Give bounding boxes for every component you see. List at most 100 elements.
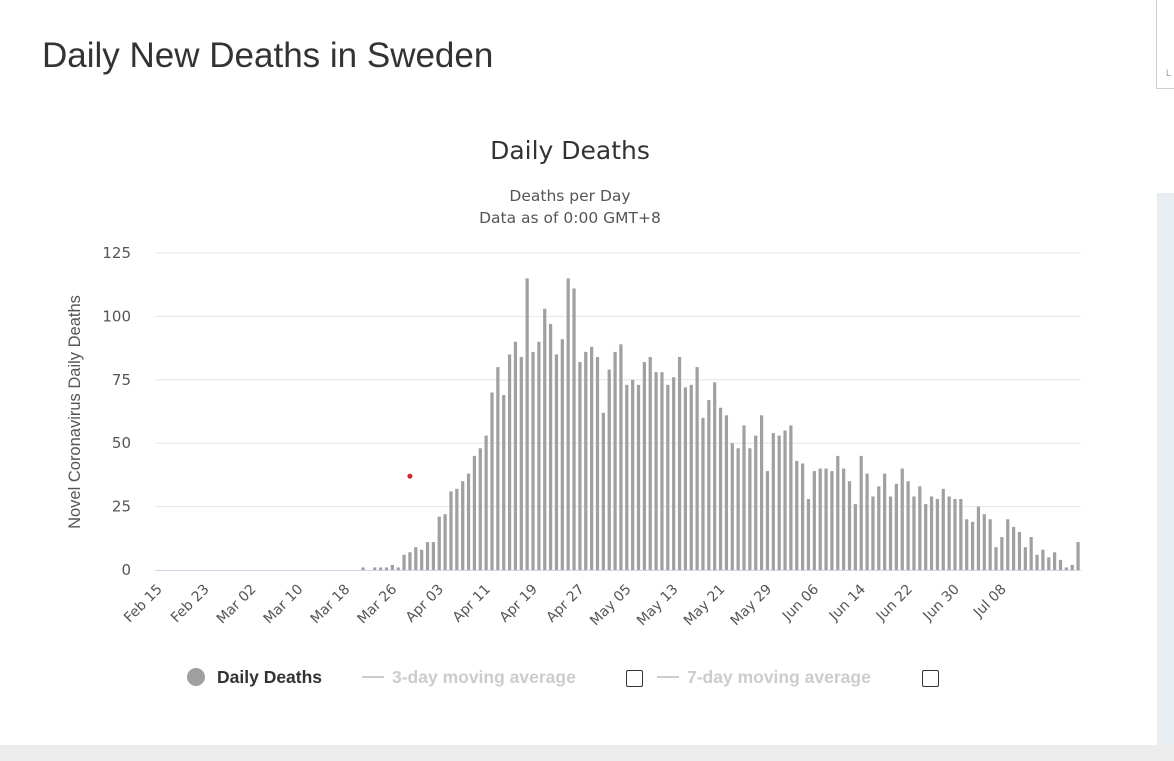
bar[interactable]: [496, 367, 500, 570]
bar[interactable]: [601, 412, 605, 570]
bar[interactable]: [531, 351, 535, 570]
bar[interactable]: [830, 471, 834, 570]
bar[interactable]: [842, 468, 846, 570]
bar[interactable]: [443, 514, 447, 570]
bar[interactable]: [888, 496, 893, 570]
bar[interactable]: [976, 506, 981, 570]
bar[interactable]: [507, 354, 512, 570]
bar[interactable]: [554, 354, 559, 570]
bar[interactable]: [994, 547, 998, 570]
bar[interactable]: [806, 498, 811, 570]
bar[interactable]: [677, 356, 682, 570]
bar[interactable]: [390, 564, 394, 570]
bar[interactable]: [619, 344, 623, 570]
bar[interactable]: [1064, 567, 1068, 570]
bar[interactable]: [801, 463, 805, 570]
bar[interactable]: [941, 488, 945, 570]
bar[interactable]: [660, 372, 664, 570]
bar[interactable]: [379, 567, 383, 570]
bar[interactable]: [695, 367, 699, 570]
bar[interactable]: [402, 554, 406, 570]
bar[interactable]: [853, 504, 857, 570]
bar[interactable]: [466, 473, 471, 570]
bar[interactable]: [783, 430, 787, 570]
bar[interactable]: [525, 278, 529, 570]
bar[interactable]: [1041, 549, 1045, 570]
bar[interactable]: [1070, 564, 1074, 570]
bar[interactable]: [1000, 537, 1004, 570]
bar[interactable]: [865, 473, 869, 570]
bar[interactable]: [361, 567, 365, 570]
checkbox-7day-average[interactable]: [922, 670, 939, 687]
bar[interactable]: [590, 346, 594, 570]
bar[interactable]: [988, 519, 992, 570]
bar[interactable]: [900, 468, 904, 570]
bar[interactable]: [537, 341, 541, 570]
bar[interactable]: [666, 384, 670, 570]
bar[interactable]: [455, 488, 459, 570]
bar[interactable]: [572, 288, 576, 571]
bar[interactable]: [648, 356, 652, 570]
bar[interactable]: [566, 278, 570, 570]
bar[interactable]: [754, 435, 758, 570]
bar[interactable]: [560, 339, 564, 570]
bar[interactable]: [713, 382, 717, 570]
bar[interactable]: [836, 455, 840, 570]
bar[interactable]: [408, 552, 412, 570]
bar[interactable]: [894, 483, 898, 570]
bar[interactable]: [1017, 531, 1022, 570]
bar[interactable]: [654, 372, 658, 570]
bar[interactable]: [883, 473, 887, 570]
checkbox-3day-average[interactable]: [626, 670, 643, 687]
bar[interactable]: [437, 516, 441, 570]
bar[interactable]: [724, 415, 729, 570]
bar[interactable]: [953, 498, 957, 570]
bar[interactable]: [631, 379, 635, 570]
bar[interactable]: [642, 362, 646, 570]
bar[interactable]: [502, 395, 506, 570]
bar[interactable]: [818, 468, 822, 570]
bar[interactable]: [912, 496, 916, 570]
bar[interactable]: [935, 498, 940, 570]
bar[interactable]: [871, 496, 875, 570]
bar[interactable]: [373, 567, 377, 570]
bar[interactable]: [906, 481, 910, 570]
bar[interactable]: [1058, 559, 1063, 570]
bar[interactable]: [718, 407, 723, 570]
bar[interactable]: [1011, 526, 1016, 570]
bar[interactable]: [595, 356, 600, 570]
legend-7day-average[interactable]: 7-day moving average: [657, 662, 871, 692]
bar[interactable]: [519, 356, 523, 570]
bar[interactable]: [1023, 547, 1027, 570]
bar[interactable]: [742, 425, 746, 570]
bar[interactable]: [824, 468, 828, 570]
bar[interactable]: [461, 481, 465, 570]
bar[interactable]: [543, 308, 547, 570]
bar[interactable]: [918, 486, 922, 570]
bar[interactable]: [414, 547, 418, 570]
bar[interactable]: [420, 549, 424, 570]
bar[interactable]: [924, 504, 928, 570]
bar[interactable]: [701, 417, 705, 570]
bar[interactable]: [578, 362, 582, 570]
bar[interactable]: [777, 435, 781, 570]
bar[interactable]: [478, 448, 482, 570]
bar[interactable]: [982, 514, 986, 570]
bar[interactable]: [584, 351, 588, 570]
bar[interactable]: [396, 567, 400, 570]
legend-3day-average[interactable]: 3-day moving average: [362, 662, 576, 692]
bar[interactable]: [812, 471, 816, 570]
bar[interactable]: [847, 481, 852, 570]
bar[interactable]: [736, 448, 740, 570]
bar[interactable]: [513, 341, 518, 570]
bar[interactable]: [789, 425, 793, 570]
bar[interactable]: [672, 377, 676, 570]
bar[interactable]: [730, 443, 734, 570]
bar[interactable]: [877, 486, 881, 570]
bar[interactable]: [1047, 557, 1051, 570]
bar[interactable]: [1029, 537, 1033, 570]
bar[interactable]: [965, 519, 969, 570]
bar[interactable]: [748, 448, 752, 570]
bar[interactable]: [947, 496, 951, 570]
bar[interactable]: [625, 384, 629, 570]
